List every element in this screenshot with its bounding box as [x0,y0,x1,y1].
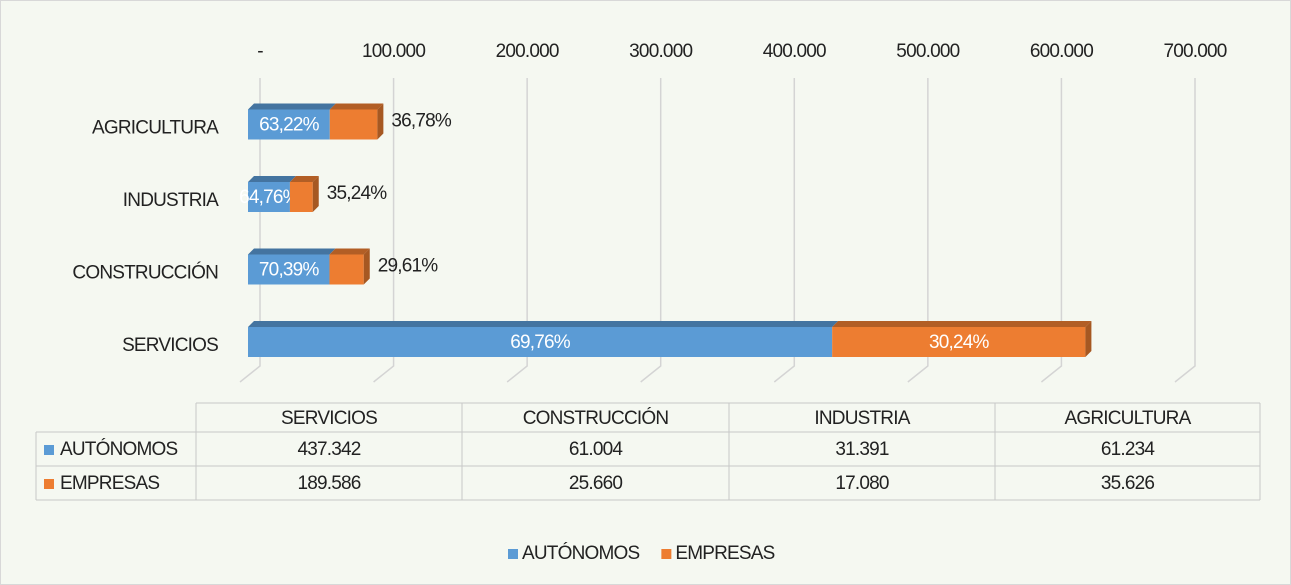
x-tick-label: 600.000 [1030,41,1093,62]
legend-label: AUTÓNOMOS [522,542,639,564]
x-tick-label: 100.000 [362,41,425,62]
bar [289,182,313,212]
data-label: 64,76% [239,187,300,208]
y-tick-label: INDUSTRIA [123,190,219,211]
x-tick-label: 700.000 [1163,41,1226,62]
legend-key [44,479,54,489]
x-tick-label: 400.000 [763,41,826,62]
bar [248,327,833,357]
data-label: 29,61% [378,256,439,277]
legend-label: EMPRESAS [675,543,774,564]
table-header: CONSTRUCCIÓN [523,407,669,429]
bar-side [1085,321,1092,357]
grid-line [773,78,796,383]
y-tick-label: SERVICIOS [122,335,218,356]
bar [248,182,290,212]
table-header: SERVICIOS [281,408,377,429]
table-cell: 25.660 [569,473,623,494]
grid-line [640,78,662,383]
data-label: 63,22% [259,115,320,136]
bar-top [248,176,296,182]
table-cell: 437.342 [297,439,360,460]
bar [329,254,364,285]
x-tick-label: 300.000 [629,41,692,62]
table-row-label: EMPRESAS [60,473,159,494]
bar-top [248,321,839,327]
grid-line [506,78,528,383]
bar-side [363,248,370,285]
table-grid [35,402,1261,501]
bar-side [377,103,384,140]
data-label: 36,78% [391,111,452,132]
x-tick-label: 500.000 [896,41,959,62]
grid-line [239,78,261,383]
x-tick-label: - [257,41,263,62]
bar-side [312,176,319,212]
data-label: 35,24% [327,183,388,204]
grid-line [1040,78,1063,383]
bar [329,109,378,140]
data-label: 69,76% [510,332,571,353]
bar-top [329,248,370,255]
bar-top [248,248,336,255]
table-row-label: AUTÓNOMOS [60,438,177,460]
table-cell: 31.391 [835,439,889,460]
legend-key [44,445,54,455]
bar-top [832,321,1092,327]
y-tick-label: CONSTRUCCIÓN [72,262,218,284]
bar-top [248,103,336,110]
bar-top [289,176,319,182]
legend-key [508,549,518,559]
bar [248,109,330,140]
grid-line [1174,78,1196,383]
table-cell: 17.080 [835,473,889,494]
data-label: 30,24% [929,332,990,353]
table-header: INDUSTRIA [814,408,910,429]
grid-line [373,78,395,383]
x-tick-label: 200.000 [496,41,559,62]
table-cell: 189.586 [297,473,360,494]
grid-line [907,78,929,383]
y-tick-label: AGRICULTURA [92,118,219,139]
table-header: AGRICULTURA [1065,408,1192,429]
data-label: 70,39% [259,260,320,281]
table-cell: 61.004 [569,439,624,460]
bar-top [329,103,384,110]
table-cell: 61.234 [1101,439,1156,460]
legend-key [661,549,672,559]
table-cell: 35.626 [1101,473,1155,494]
bar [248,254,330,285]
bar [832,327,1086,357]
